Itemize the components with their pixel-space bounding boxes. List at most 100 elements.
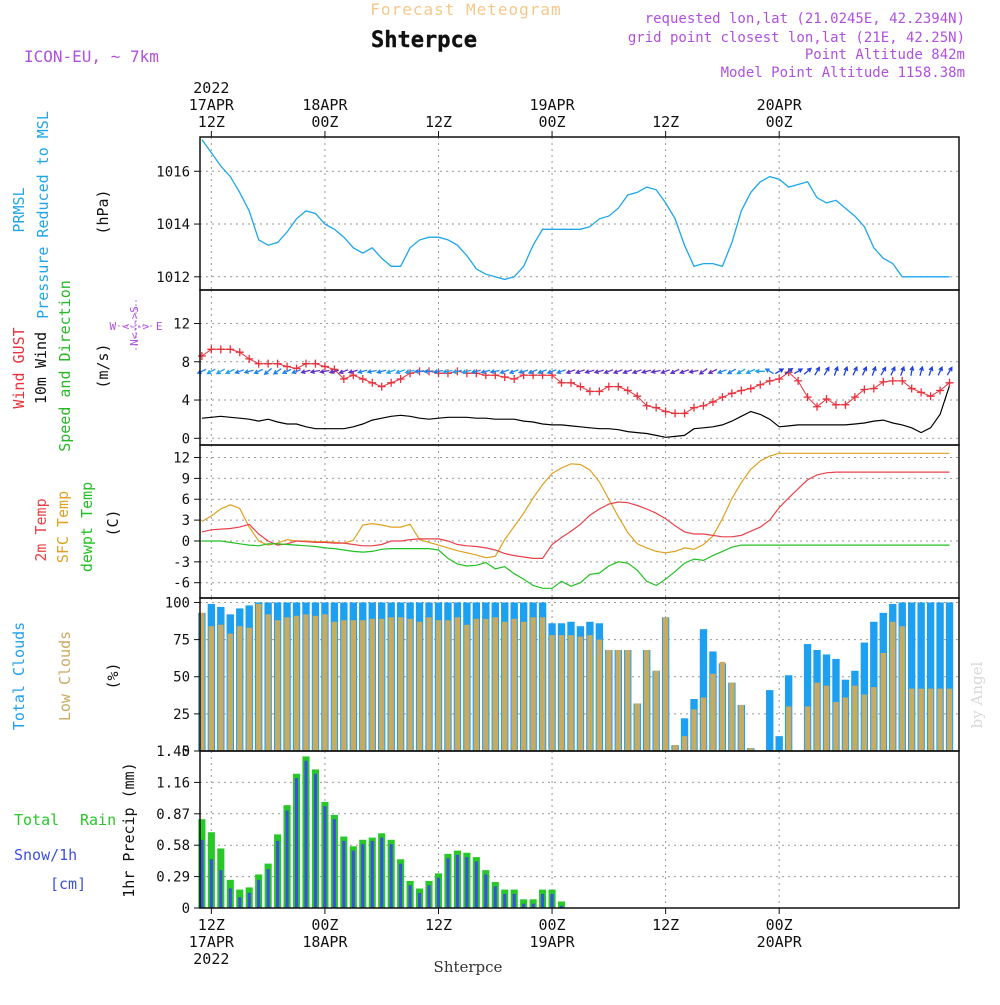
compass-we-label: W <--> E <box>110 320 163 333</box>
panel-frame <box>199 289 960 446</box>
temp-sfc-label: SFC Temp <box>54 491 72 563</box>
x-tick-label-bottom: 00Z <box>311 916 338 934</box>
x-tick-label-top: 00Z <box>766 113 793 131</box>
wind-direction-arrow <box>517 369 529 375</box>
x-tick-label-bottom: 12Z <box>652 916 679 934</box>
wind-direction-arrow <box>347 369 358 375</box>
wind-direction-arrow <box>357 369 368 375</box>
forecast-title: Forecast Meteogram <box>370 0 561 19</box>
low-cloud-bar <box>748 748 754 751</box>
low-cloud-bar <box>464 624 470 751</box>
low-cloud-bar <box>691 709 697 751</box>
y-tick-label: 0 <box>182 744 190 760</box>
total-cloud-bar <box>945 602 954 751</box>
wind-direction-arrow <box>774 368 785 375</box>
low-cloud-bar <box>587 635 593 751</box>
y-tick-label: 12 <box>173 451 190 467</box>
gust-marker <box>680 409 689 418</box>
wind-direction-arrow <box>376 369 387 375</box>
low-cloud-bar <box>284 617 290 751</box>
x-tick-label-bottom: 12Z <box>425 916 452 934</box>
low-cloud-bar <box>199 612 205 751</box>
total-cloud-bar <box>680 718 689 751</box>
gust-marker <box>746 384 755 393</box>
wind-direction-arrow <box>803 367 813 375</box>
precip-snow-bar <box>493 886 497 908</box>
gust-marker <box>898 376 907 385</box>
precip-snow-bar <box>361 844 365 908</box>
low-cloud-bar <box>274 620 281 751</box>
wind-direction-arrow <box>263 367 273 376</box>
precip-snow-bar <box>399 863 403 908</box>
low-cloud-bar <box>833 701 839 751</box>
wind-direction-arrow <box>726 368 737 375</box>
low-cloud-bar <box>880 652 886 751</box>
temp-unit: (C) <box>104 509 122 536</box>
precip-cm-label: [cm] <box>50 875 86 893</box>
gust-marker <box>737 386 746 395</box>
gust-marker <box>245 354 254 363</box>
wind-direction-arrow <box>470 369 481 375</box>
wind-direction-arrow <box>764 368 774 375</box>
wind-direction-arrow <box>442 369 453 375</box>
gust-marker <box>699 401 708 410</box>
y-tick-label: 1.16 <box>156 775 190 791</box>
x-tick-label-bottom: 18APR <box>302 933 348 951</box>
low-cloud-bar <box>596 639 603 751</box>
wind-direction-arrow <box>461 369 472 375</box>
gust-marker <box>907 384 916 393</box>
y-tick-label: 4 <box>182 393 190 409</box>
y-tick-label: 0.87 <box>156 807 190 823</box>
gust-marker <box>481 371 490 380</box>
low-cloud-bar <box>681 736 688 751</box>
precip-snow-bar <box>370 840 374 908</box>
wind-speed-dir-label: Speed and Direction <box>56 280 74 452</box>
y-tick-label: 6 <box>182 492 190 508</box>
panel-frame <box>199 444 960 599</box>
gust-marker <box>368 378 377 387</box>
wind-direction-arrow <box>423 368 434 374</box>
gust-marker <box>775 374 784 383</box>
location-title: Shterpce <box>371 28 477 53</box>
low-cloud-bar <box>407 618 413 751</box>
wind-direction-arrow <box>946 366 953 376</box>
wind-direction-arrow <box>833 365 839 376</box>
wind-direction-arrow <box>584 369 595 375</box>
total-cloud-bar <box>917 602 925 751</box>
precip-snow-bar <box>247 892 251 908</box>
wind-direction-arrow <box>328 369 339 375</box>
gust-marker <box>566 378 575 387</box>
wind-direction-arrow <box>919 365 924 376</box>
x-tick-label-bottom: 00Z <box>539 916 566 934</box>
wind-direction-arrow <box>413 368 425 374</box>
wind-gust-line <box>201 348 950 414</box>
wind-direction-arrow <box>814 366 820 376</box>
gust-marker <box>330 365 339 374</box>
gust-marker <box>917 388 926 397</box>
gust-marker <box>320 362 329 371</box>
gust-marker <box>264 359 273 368</box>
wind-direction-arrow <box>631 369 642 375</box>
precip-snow-bar <box>408 885 412 908</box>
gust-marker <box>888 376 897 385</box>
low-cloud-bar <box>549 635 555 751</box>
low-cloud-bar <box>312 615 319 751</box>
y-tick-label: 100 <box>165 595 190 611</box>
gust-marker <box>197 352 206 361</box>
x-tick-label-bottom: 20APR <box>757 933 803 951</box>
gust-marker <box>718 393 727 402</box>
gust-marker <box>879 377 888 386</box>
low-cloud-bar <box>322 614 328 751</box>
y-tick-label: 0.58 <box>156 838 190 854</box>
low-cloud-bar <box>397 617 404 751</box>
total-cloud-bar <box>766 690 774 751</box>
low-cloud-bar <box>227 633 233 751</box>
gust-marker <box>510 374 519 383</box>
gust-marker <box>349 371 358 380</box>
precip-snow-bar <box>465 857 469 908</box>
wind-direction-arrow <box>698 368 708 375</box>
wind-direction-arrow <box>900 365 906 376</box>
gust-marker <box>652 403 661 412</box>
wind-direction-arrow <box>281 368 292 375</box>
